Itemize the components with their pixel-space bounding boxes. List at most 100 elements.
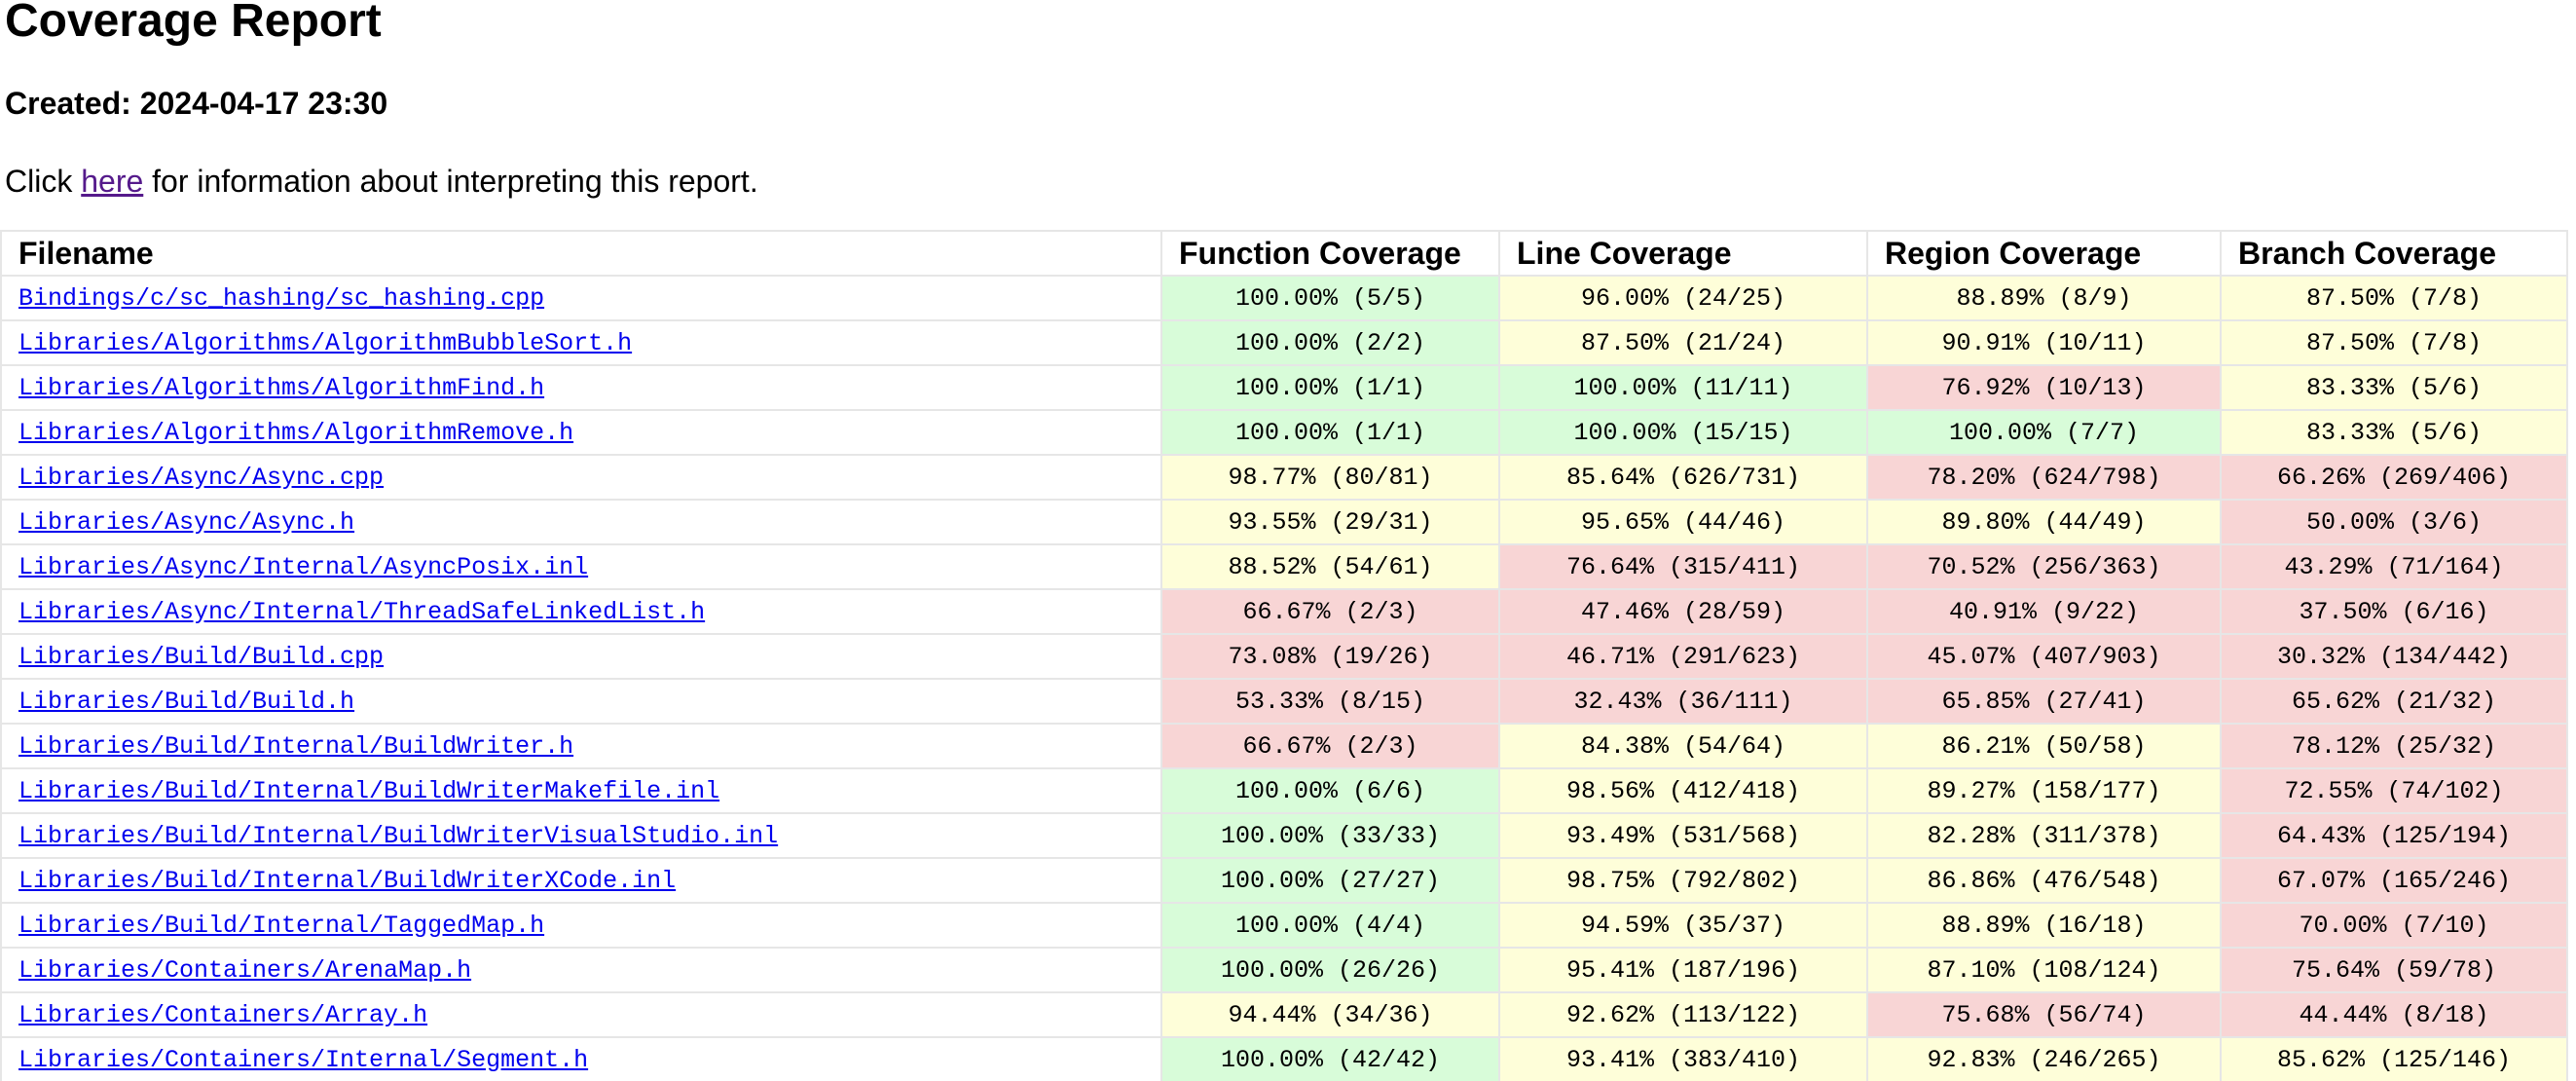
- filename-cell: Libraries/Algorithms/AlgorithmFind.h: [0, 364, 1162, 411]
- info-suffix: for information about interpreting this …: [143, 164, 758, 199]
- table-header-row: Filename Function Coverage Line Coverage…: [0, 230, 2568, 277]
- filename-cell: Libraries/Build/Internal/TaggedMap.h: [0, 902, 1162, 949]
- function-coverage-cell: 94.44% (34/36): [1160, 991, 1500, 1038]
- info-prefix: Click: [5, 164, 82, 199]
- branch-coverage-cell: 75.64% (59/78): [2220, 947, 2568, 993]
- region-coverage-cell: 89.80% (44/49): [1866, 499, 2222, 545]
- function-coverage-cell: 88.52% (54/61): [1160, 543, 1500, 590]
- function-coverage-cell: 100.00% (4/4): [1160, 902, 1500, 949]
- branch-coverage-cell: 65.62% (21/32): [2220, 678, 2568, 725]
- filename-cell: Libraries/Async/Async.cpp: [0, 454, 1162, 501]
- region-coverage-cell: 86.21% (50/58): [1866, 723, 2222, 769]
- header-region-coverage: Region Coverage: [1866, 230, 2222, 277]
- branch-coverage-cell: 50.00% (3/6): [2220, 499, 2568, 545]
- region-coverage-cell: 70.52% (256/363): [1866, 543, 2222, 590]
- function-coverage-cell: 100.00% (5/5): [1160, 275, 1500, 321]
- filename-cell: Libraries/Async/Async.h: [0, 499, 1162, 545]
- branch-coverage-cell: 78.12% (25/32): [2220, 723, 2568, 769]
- function-coverage-cell: 100.00% (42/42): [1160, 1036, 1500, 1081]
- branch-coverage-cell: 67.07% (165/246): [2220, 857, 2568, 904]
- file-link[interactable]: Bindings/c/sc_hashing/sc_hashing.cpp: [18, 283, 545, 313]
- region-coverage-cell: 45.07% (407/903): [1866, 633, 2222, 680]
- info-line: Click here for information about interpr…: [5, 162, 2571, 201]
- function-coverage-cell: 100.00% (26/26): [1160, 947, 1500, 993]
- line-coverage-cell: 32.43% (36/111): [1498, 678, 1868, 725]
- function-coverage-cell: 66.67% (2/3): [1160, 723, 1500, 769]
- line-coverage-cell: 98.56% (412/418): [1498, 767, 1868, 814]
- interpretation-help-link[interactable]: here: [81, 164, 144, 199]
- region-coverage-cell: 40.91% (9/22): [1866, 588, 2222, 635]
- function-coverage-cell: 73.08% (19/26): [1160, 633, 1500, 680]
- line-coverage-cell: 84.38% (54/64): [1498, 723, 1868, 769]
- file-link[interactable]: Libraries/Build/Internal/BuildWriterXCod…: [18, 866, 677, 895]
- table-row: Libraries/Build/Internal/BuildWriterXCod…: [0, 857, 2568, 904]
- region-coverage-cell: 75.68% (56/74): [1866, 991, 2222, 1038]
- branch-coverage-cell: 87.50% (7/8): [2220, 275, 2568, 321]
- file-link[interactable]: Libraries/Build/Internal/TaggedMap.h: [18, 911, 545, 940]
- line-coverage-cell: 95.65% (44/46): [1498, 499, 1868, 545]
- file-link[interactable]: Libraries/Build/Internal/BuildWriterVisu…: [18, 821, 779, 850]
- file-link[interactable]: Libraries/Build/Internal/BuildWriter.h: [18, 731, 574, 761]
- file-link[interactable]: Libraries/Algorithms/AlgorithmBubbleSort…: [18, 328, 633, 357]
- region-coverage-cell: 92.83% (246/265): [1866, 1036, 2222, 1081]
- region-coverage-cell: 65.85% (27/41): [1866, 678, 2222, 725]
- header-filename: Filename: [0, 230, 1162, 277]
- coverage-table-body: Bindings/c/sc_hashing/sc_hashing.cpp 100.…: [0, 275, 2568, 1081]
- table-row: Libraries/Containers/Array.h 94.44% (34/3…: [0, 991, 2568, 1038]
- line-coverage-cell: 85.64% (626/731): [1498, 454, 1868, 501]
- file-link[interactable]: Libraries/Containers/Internal/Segment.h: [18, 1045, 589, 1074]
- function-coverage-cell: 100.00% (1/1): [1160, 364, 1500, 411]
- branch-coverage-cell: 83.33% (5/6): [2220, 409, 2568, 456]
- region-coverage-cell: 78.20% (624/798): [1866, 454, 2222, 501]
- function-coverage-cell: 53.33% (8/15): [1160, 678, 1500, 725]
- function-coverage-cell: 100.00% (1/1): [1160, 409, 1500, 456]
- file-link[interactable]: Libraries/Async/Async.h: [18, 507, 355, 537]
- table-row: Libraries/Async/Async.cpp 98.77% (80/81) 8…: [0, 454, 2568, 501]
- branch-coverage-cell: 70.00% (7/10): [2220, 902, 2568, 949]
- table-row: Libraries/Build/Build.h 53.33% (8/15) 32.4…: [0, 678, 2568, 725]
- table-row: Bindings/c/sc_hashing/sc_hashing.cpp 100.…: [0, 275, 2568, 321]
- filename-cell: Bindings/c/sc_hashing/sc_hashing.cpp: [0, 275, 1162, 321]
- page-title: Coverage Report: [5, 0, 382, 47]
- file-link[interactable]: Libraries/Algorithms/AlgorithmRemove.h: [18, 418, 574, 447]
- header-branch-coverage: Branch Coverage: [2220, 230, 2568, 277]
- table-row: Libraries/Build/Internal/TaggedMap.h 100.…: [0, 902, 2568, 949]
- table-row: Libraries/Async/Internal/AsyncPosix.inl 8…: [0, 543, 2568, 590]
- function-coverage-cell: 100.00% (6/6): [1160, 767, 1500, 814]
- file-link[interactable]: Libraries/Async/Internal/ThreadSafeLinke…: [18, 597, 706, 626]
- table-row: Libraries/Build/Build.cpp 73.08% (19/26) 4…: [0, 633, 2568, 680]
- table-row: Libraries/Build/Internal/BuildWriterMake…: [0, 767, 2568, 814]
- file-link[interactable]: Libraries/Build/Build.cpp: [18, 642, 385, 671]
- region-coverage-cell: 82.28% (311/378): [1866, 812, 2222, 859]
- region-coverage-cell: 88.89% (8/9): [1866, 275, 2222, 321]
- branch-coverage-cell: 30.32% (134/442): [2220, 633, 2568, 680]
- table-row: Libraries/Algorithms/AlgorithmRemove.h 10…: [0, 409, 2568, 456]
- function-coverage-cell: 100.00% (33/33): [1160, 812, 1500, 859]
- filename-cell: Libraries/Containers/Internal/Segment.h: [0, 1036, 1162, 1081]
- line-coverage-cell: 100.00% (15/15): [1498, 409, 1868, 456]
- function-coverage-cell: 100.00% (2/2): [1160, 319, 1500, 366]
- file-link[interactable]: Libraries/Build/Build.h: [18, 687, 355, 716]
- region-coverage-cell: 88.89% (16/18): [1866, 902, 2222, 949]
- function-coverage-cell: 98.77% (80/81): [1160, 454, 1500, 501]
- file-link[interactable]: Libraries/Containers/ArenaMap.h: [18, 955, 472, 985]
- file-link[interactable]: Libraries/Async/Async.cpp: [18, 463, 385, 492]
- line-coverage-cell: 100.00% (11/11): [1498, 364, 1868, 411]
- filename-cell: Libraries/Build/Internal/BuildWriterMake…: [0, 767, 1162, 814]
- line-coverage-cell: 92.62% (113/122): [1498, 991, 1868, 1038]
- line-coverage-cell: 87.50% (21/24): [1498, 319, 1868, 366]
- file-link[interactable]: Libraries/Algorithms/AlgorithmFind.h: [18, 373, 545, 402]
- file-link[interactable]: Libraries/Async/Internal/AsyncPosix.inl: [18, 552, 589, 581]
- function-coverage-cell: 66.67% (2/3): [1160, 588, 1500, 635]
- table-row: Libraries/Build/Internal/BuildWriterVisu…: [0, 812, 2568, 859]
- table-row: Libraries/Algorithms/AlgorithmBubbleSort…: [0, 319, 2568, 366]
- file-link[interactable]: Libraries/Containers/Array.h: [18, 1000, 428, 1029]
- report-page: Coverage Report Created: 2024-04-17 23:3…: [5, 0, 2571, 201]
- line-coverage-cell: 46.71% (291/623): [1498, 633, 1868, 680]
- function-coverage-cell: 100.00% (27/27): [1160, 857, 1500, 904]
- table-row: Libraries/Containers/Internal/Segment.h 1…: [0, 1036, 2568, 1081]
- file-link[interactable]: Libraries/Build/Internal/BuildWriterMake…: [18, 776, 720, 805]
- branch-coverage-cell: 43.29% (71/164): [2220, 543, 2568, 590]
- branch-coverage-cell: 83.33% (5/6): [2220, 364, 2568, 411]
- line-coverage-cell: 95.41% (187/196): [1498, 947, 1868, 993]
